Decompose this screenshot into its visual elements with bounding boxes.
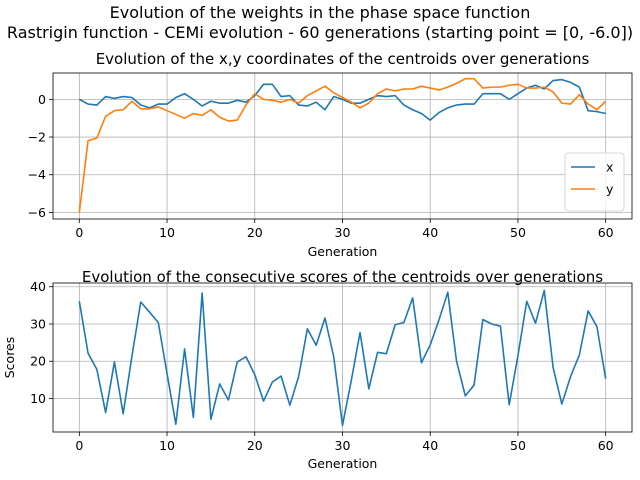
y-tick-label: 20 [30,354,46,369]
x-tick-label: 0 [75,438,83,453]
figure-title-line2: Rastrigin function - CEMi evolution - 60… [7,23,633,42]
y-axis-label: Scores [2,337,17,379]
x-axis-label: Generation [308,456,378,471]
x-tick-label: 40 [422,225,438,240]
y-tick-label: 10 [30,391,46,406]
y-tick-label: −4 [28,167,46,182]
x-tick-label: 10 [159,225,175,240]
x-tick-label: 20 [247,225,263,240]
coordinates-chart: 0 10 20 30 40 50 60 −6 −4 −2 0 Evolution of the x,y… [28,50,633,259]
x-tick-label: 30 [335,438,351,453]
figure-title-line1: Evolution of the weights in the phase sp… [110,3,531,22]
x-axis-label: Generation [308,244,378,259]
x-tick-label: 0 [75,225,83,240]
x-tick-label: 50 [510,438,526,453]
y-tick-label: −2 [28,130,46,145]
y-tick-label: 40 [30,279,46,294]
y-tick-label: −6 [28,205,46,220]
legend-box [564,152,625,212]
x-tick-label: 20 [247,438,263,453]
legend: xy [564,152,625,212]
chart-title: Evolution of the consecutive scores of t… [82,268,603,286]
x-tick-label: 40 [422,438,438,453]
series-line-series0 [78,289,607,427]
x-tick-label: 60 [598,225,614,240]
x-tick-label: 10 [159,438,175,453]
x-tick-label: 30 [335,225,351,240]
legend-label: y [606,182,614,197]
scores-chart: 0 10 20 30 40 50 60 10 20 30 40 Evolution of the co… [2,268,633,471]
chart-title: Evolution of the x,y coordinates of the … [96,50,590,68]
x-tick-label: 60 [598,438,614,453]
x-tick-label: 50 [510,225,526,240]
legend-label: x [606,160,613,175]
y-tick-label: 0 [38,92,46,107]
series-line-x [78,78,606,121]
series-line-y [78,77,607,213]
y-tick-label: 30 [30,316,46,331]
